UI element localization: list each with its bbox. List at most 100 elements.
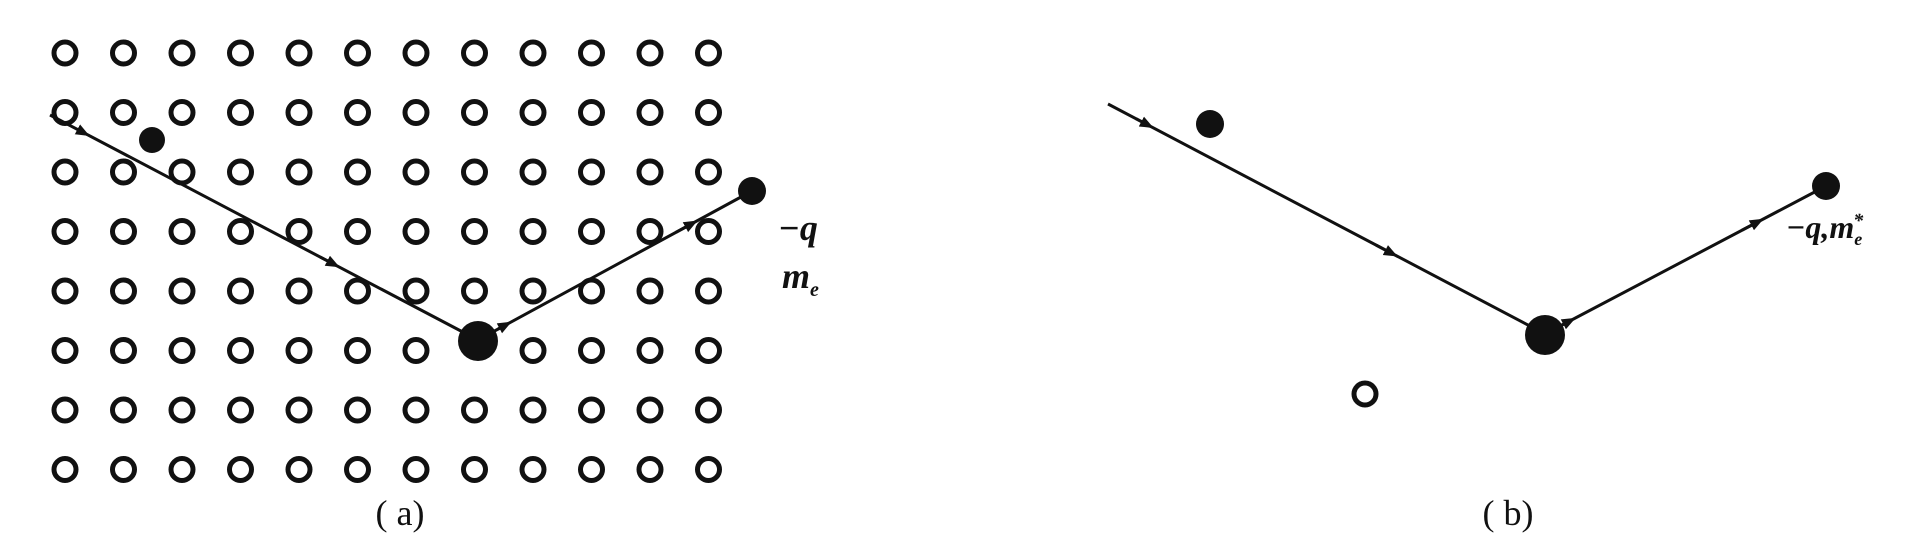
ion-open-circle — [168, 277, 196, 305]
ion-open-circle — [695, 456, 722, 483]
ion-open-circle — [285, 277, 313, 305]
outgoing-path — [477, 189, 753, 342]
ion-open-circle — [578, 456, 605, 483]
ion-open-circle — [110, 158, 137, 186]
ion-open-circle — [461, 218, 488, 245]
direction-arrow — [1375, 243, 1398, 257]
scattering-ion-b — [1525, 315, 1565, 355]
effective-mass-subscript: e — [1854, 229, 1862, 249]
direction-arrow — [1741, 218, 1764, 232]
ion-open-circle — [519, 277, 547, 305]
ion-lattice — [51, 39, 722, 483]
ion-open-circle — [519, 396, 547, 424]
ion-open-circle — [461, 158, 488, 186]
ion-open-circle — [578, 277, 605, 305]
ion-open-circle — [402, 218, 430, 245]
ion-open-circle — [51, 277, 79, 305]
ion-open-circle — [636, 337, 664, 364]
ion-open-circle — [344, 456, 371, 483]
electron-trajectory-a — [49, 113, 753, 342]
ion-open-circle — [110, 99, 137, 126]
ion-open-circle — [519, 39, 547, 67]
ion-open-circle — [402, 396, 430, 424]
incoming-path — [49, 113, 479, 342]
ion-open-circle — [51, 218, 79, 245]
ion-open-circle — [695, 158, 722, 186]
ion-open-circle — [519, 337, 547, 364]
ion-open-circle — [636, 158, 664, 186]
mass-subscript: e — [810, 279, 819, 301]
direction-arrow — [675, 220, 698, 234]
scatterer-b-small — [1196, 110, 1224, 138]
mass-label: me — [782, 256, 819, 301]
ion-open-circle — [227, 337, 254, 364]
direction-arrow — [496, 321, 512, 334]
ion-open-circle — [285, 99, 313, 126]
ion-open-circle — [402, 39, 430, 67]
ion-open-circle — [51, 337, 79, 364]
ion-open-circle — [578, 337, 605, 364]
direction-arrow — [319, 255, 340, 268]
ion-open-circle — [636, 396, 664, 424]
ion-open-circle — [168, 396, 196, 424]
ion-open-circle — [227, 39, 254, 67]
mass-symbol: m — [782, 256, 810, 296]
charge-mass-text: −q,m — [1786, 209, 1854, 245]
ion-open-circle — [402, 456, 430, 483]
ion-open-circle — [695, 337, 722, 364]
ion-open-circle — [519, 158, 547, 186]
ion-open-circle — [227, 158, 254, 186]
effective-mass-superscript: * — [1853, 210, 1864, 232]
caption-b: ( b) — [1483, 493, 1534, 533]
ion-open-circle — [461, 99, 488, 126]
scattering-ion-a — [458, 321, 498, 361]
ion-open-circle — [227, 99, 254, 126]
ion-open-circle — [168, 99, 196, 126]
ion-open-circle — [227, 456, 254, 483]
ion-open-circle — [695, 39, 722, 67]
ion-open-circle — [285, 337, 313, 364]
ion-open-circle — [636, 39, 664, 67]
ion-open-circle — [51, 456, 79, 483]
ion-open-circle — [344, 39, 371, 67]
charge-mass-label: −q,me* — [1786, 209, 1864, 249]
ion-open-circle — [110, 456, 137, 483]
ion-open-circle — [461, 39, 488, 67]
electron-b — [1812, 172, 1840, 200]
ion-open-circle — [695, 99, 722, 126]
ion-open-circle — [344, 277, 371, 305]
ion-open-circle — [227, 277, 254, 305]
ion-open-circle — [519, 218, 547, 245]
ion-open-circle — [227, 396, 254, 424]
ion-open-circle — [402, 277, 430, 305]
ion-open-circle — [402, 337, 430, 364]
ion-open-circle — [285, 158, 313, 186]
ion-open-circle — [636, 218, 664, 245]
ion-open-circle — [110, 39, 137, 67]
ion-open-circle — [578, 218, 605, 245]
ion-open-circle — [636, 277, 664, 305]
panel-a: −q me ( a) — [49, 39, 819, 533]
ion-open-circle — [344, 396, 371, 424]
ion-open-circle — [344, 218, 371, 245]
ion-open-circle — [636, 99, 664, 126]
ion-open-circle — [344, 158, 371, 186]
direction-arrow — [1560, 317, 1576, 330]
ion-open-circle — [110, 337, 137, 364]
outgoing-path — [1544, 184, 1827, 336]
ion-open-circle — [461, 277, 488, 305]
electron-a — [738, 177, 766, 205]
electron-trajectory-b — [1107, 102, 1827, 336]
direction-arrow — [1135, 116, 1154, 129]
ion-open-circle — [285, 456, 313, 483]
ion-open-circle — [285, 39, 313, 67]
direction-arrow — [74, 124, 90, 136]
ion-open-circle — [578, 396, 605, 424]
ion-open-circle — [285, 396, 313, 424]
incoming-path — [1107, 102, 1546, 336]
ion-open-circle — [168, 218, 196, 245]
ion-open-circle — [578, 158, 605, 186]
ion-open-circle — [636, 456, 664, 483]
ion-open-circle — [168, 337, 196, 364]
ion-open-circle — [461, 396, 488, 424]
